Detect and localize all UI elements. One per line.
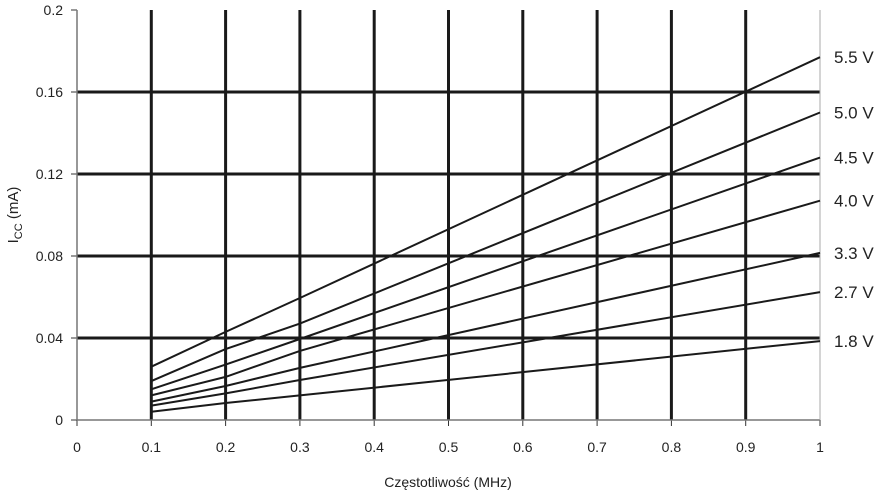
series-line [151, 251, 821, 403]
series-label: 4.0 V [834, 192, 874, 211]
x-tick-label: 0.9 [736, 439, 756, 455]
x-tick-label: 0 [73, 439, 81, 455]
y-tick-label: 0.16 [36, 84, 63, 100]
series-line [150, 56, 821, 368]
series-line [151, 340, 821, 413]
series-labels: 5.5 V 5.0 V 4.5 V 4.0 V 3.3 V 2.7 V 1.8 V [834, 48, 874, 351]
y-axis-label-unit: (mA) [5, 187, 22, 224]
x-tick-label: 0.5 [439, 439, 459, 455]
x-tick-label: 0.4 [364, 439, 384, 455]
series-line [151, 291, 821, 407]
y-axis-label: ICC (mA) [5, 187, 25, 244]
x-tick-label: 0.2 [216, 439, 236, 455]
series-label: 2.7 V [834, 283, 874, 302]
x-axis-label: Częstotliwość (MHz) [384, 474, 512, 490]
x-tick-label: 0.3 [290, 439, 310, 455]
x-tick-label: 1 [816, 439, 824, 455]
y-tick-label: 0.12 [36, 166, 63, 182]
series-line [151, 199, 821, 397]
axes [71, 9, 821, 426]
series-label: 1.8 V [834, 332, 874, 351]
tick-labels: 0 0.1 0.2 0.3 0.4 0.5 0.6 0.7 0.8 0.9 1 0 0.04 0.08 0.… [36, 2, 824, 455]
y-tick-label: 0.08 [36, 248, 63, 264]
x-tick-label: 0.6 [513, 439, 533, 455]
x-tick-label: 0.8 [662, 439, 682, 455]
x-tick-label: 0.7 [587, 439, 607, 455]
series-line [150, 111, 821, 383]
y-axis-label-sub: CC [13, 223, 25, 239]
grid [77, 10, 820, 420]
series-label: 3.3 V [834, 244, 874, 263]
y-tick-label: 0.04 [36, 330, 63, 346]
x-tick-label: 0.1 [142, 439, 162, 455]
series-label: 5.5 V [834, 48, 874, 67]
y-tick-label: 0 [55, 412, 63, 428]
series-label: 4.5 V [834, 149, 874, 168]
series-line [150, 156, 821, 391]
series-label: 5.0 V [834, 104, 874, 123]
y-tick-label: 0.2 [44, 2, 64, 18]
y-axis-label-main: I [5, 239, 22, 243]
series-lines [150, 56, 821, 413]
